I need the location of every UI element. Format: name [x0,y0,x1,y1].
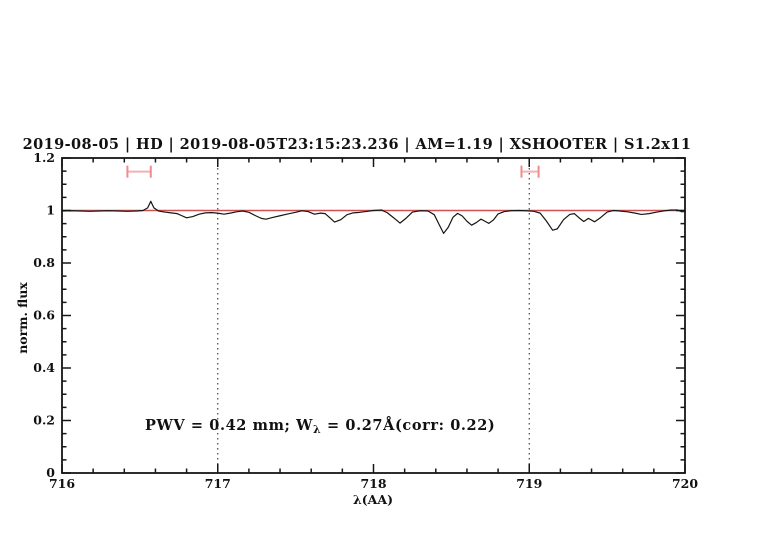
x-axis-label: λ(AA) [353,492,393,507]
x-tick-label: 720 [672,476,698,491]
pwv-annotation-subscript: λ [313,423,321,436]
observed-spectrum-line [61,200,686,234]
pwv-annotation-suffix: = 0.27Å(corr: 0.22) [321,416,495,434]
range-marker [520,165,540,178]
series-lines [61,200,686,234]
tick-labels: 716 717 718 719 720 0 0.2 0.4 0.6 0.8 1 1.2 [33,150,698,491]
x-tick-label: 716 [49,476,75,491]
y-tick-label: 1 [46,203,55,218]
y-tick-label: 0.6 [33,308,55,323]
y-tick-label: 0.2 [33,413,55,428]
x-tick-label: 717 [205,476,231,491]
y-tick-label: 0 [46,465,55,480]
y-axis-label: norm. flux [15,282,30,354]
y-tick-label: 1.2 [33,150,55,165]
y-tick-label: 0.4 [33,360,55,375]
range-marker [126,165,152,178]
figure-title: 2019-08-05 | HD | 2019-08-05T23:15:23.23… [23,136,692,153]
range-markers [126,165,540,178]
y-tick-label: 0.8 [33,255,55,270]
plot-frame-and-ticks [61,157,686,474]
x-tick-label: 718 [360,476,386,491]
pwv-annotation-prefix: PWV = 0.42 mm; W [145,417,313,434]
pwv-annotation: PWV = 0.42 mm; Wλ = 0.27Å(corr: 0.22) [145,416,495,436]
x-tick-label: 719 [516,476,542,491]
